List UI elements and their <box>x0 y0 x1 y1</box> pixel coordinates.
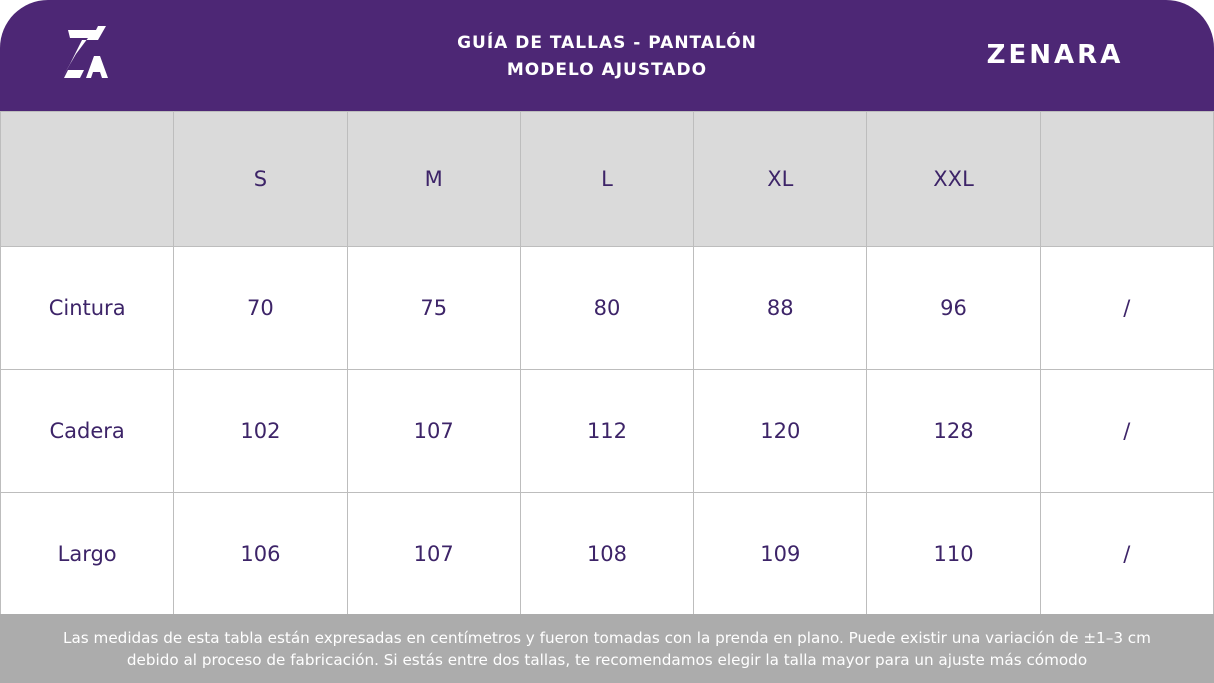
table-cell: 112 <box>519 369 695 493</box>
table-cell: 109 <box>693 492 868 616</box>
row-label: Cintura <box>0 246 175 370</box>
table-cell: 107 <box>346 492 521 616</box>
brand-name: ZENARA <box>986 40 1124 70</box>
table-cell: 75 <box>346 246 521 370</box>
title-line-1: GUÍA DE TALLAS - PANTALÓN <box>457 33 757 53</box>
table-cell: 102 <box>173 369 348 493</box>
table-row: Cintura 70 75 80 88 96/ <box>0 246 1214 370</box>
column-header: S <box>173 111 348 247</box>
table-cell: 108 <box>519 492 695 616</box>
table-row: Cadera 102 107 112 120 128/ <box>0 369 1214 493</box>
page-title: GUÍA DE TALLAS - PANTALÓN MODELO AJUSTAD… <box>357 30 857 84</box>
table-cell: 80 <box>519 246 695 370</box>
row-label: Cadera <box>0 369 175 493</box>
footer-line-1: Las medidas de esta tabla están expresad… <box>63 628 1151 647</box>
table-cell: 120 <box>693 369 868 493</box>
column-header: XL <box>693 111 868 247</box>
column-header: XXL <box>866 111 1041 247</box>
table-header-row: S M L XL XXL <box>0 111 1214 247</box>
table-cell: / <box>1039 369 1214 493</box>
header-bar: ZA GUÍA DE TALLAS - PANTALÓN MODELO AJUS… <box>0 0 1214 111</box>
table-cell: 128 <box>866 369 1041 493</box>
title-line-2: MODELO AJUSTADO <box>506 60 708 80</box>
table-cell: 88 <box>693 246 868 370</box>
size-table: S M L XL XXL Cintura 70 75 80 88 96/Cadera 102 107 11… <box>0 111 1214 616</box>
za-logo-icon: ZA <box>62 26 108 78</box>
table-cell: 70 <box>173 246 348 370</box>
footer-line-2: debido al proceso de fabricación. Si est… <box>126 650 1088 669</box>
row-label: Largo <box>0 492 175 616</box>
column-header: L <box>519 111 695 247</box>
column-header <box>1039 111 1214 247</box>
table-cell: 106 <box>173 492 348 616</box>
table-cell: / <box>1039 492 1214 616</box>
column-header: M <box>346 111 521 247</box>
column-header <box>0 111 175 247</box>
table-row: Largo 106 107 108 109 110/ <box>0 492 1214 616</box>
footer-note: Las medidas de esta tabla están expresad… <box>0 614 1214 683</box>
table-cell: 107 <box>346 369 521 493</box>
table-cell: / <box>1039 246 1214 370</box>
table-cell: 96 <box>866 246 1041 370</box>
table-cell: 110 <box>866 492 1041 616</box>
